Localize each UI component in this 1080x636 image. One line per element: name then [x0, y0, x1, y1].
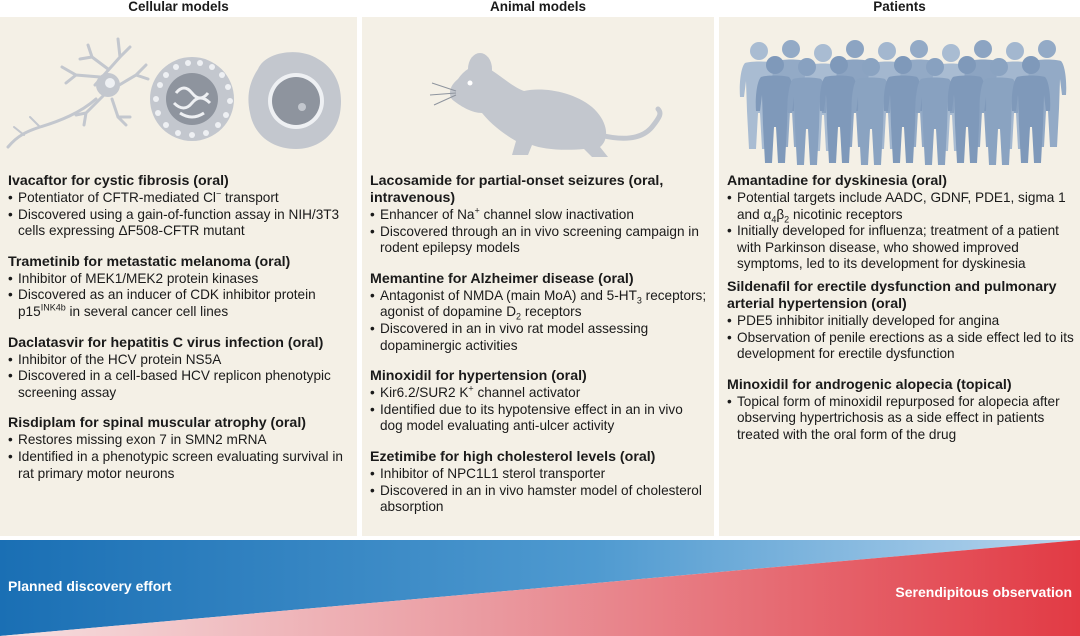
entry-title: Lacosamide for partial-onset seizures (o… [370, 173, 664, 206]
bullet: Discovered through an in vivo screening … [370, 224, 708, 257]
entry-title: Daclatasvir for hepatitis C virus infect… [8, 334, 324, 351]
entry-minoxidil-alopecia: Minoxidil for androgenic alopecia (topic… [727, 377, 1074, 444]
bullet: Inhibitor of NPC1L1 sterol transporter [370, 466, 708, 483]
planned-discovery-label: Planned discovery effort [8, 578, 172, 594]
header-patients: Patients [873, 0, 926, 14]
entry-lacosamide: Lacosamide for partial-onset seizures (o… [370, 173, 708, 257]
entry-title: Trametinib for metastatic melanoma (oral… [8, 253, 291, 270]
cellular-models-panel: Ivacaftor for cystic fibrosis (oral) Pot… [0, 17, 357, 536]
bullet: Inhibitor of the HCV protein NS5A [8, 352, 351, 369]
bullet: Antagonist of NMDA (main MoA) and 5-HT3 … [370, 288, 708, 322]
entry-sildenafil: Sildenafil for erectile dysfunction and … [727, 279, 1074, 363]
bullet: Identified due to its hypotensive effect… [370, 402, 708, 435]
bullet: PDE5 inhibitor initially developed for a… [727, 313, 1074, 330]
patients-entries: Amantadine for dyskinesia (oral) Potenti… [727, 173, 1074, 458]
bullet: Potential targets include AADC, GDNF, PD… [727, 190, 1074, 224]
entry-title: Ezetimibe for high cholesterol levels (o… [370, 448, 656, 465]
entry-daclatasvir: Daclatasvir for hepatitis C virus infect… [8, 335, 351, 402]
rat-illustration [429, 53, 663, 157]
neuron-icon [6, 37, 150, 149]
bullet: Enhancer of Na+ channel slow inactivatio… [370, 206, 708, 224]
bullet: Identified in a phenotypic screen evalua… [8, 449, 351, 482]
bullet: Potentiator of CFTR-mediated Cl− transpo… [8, 189, 351, 207]
bullet: Observation of penile erections as a sid… [727, 330, 1074, 363]
animal-entries: Lacosamide for partial-onset seizures (o… [370, 173, 708, 530]
bullet: Discovered in an in vivo rat model asses… [370, 321, 708, 354]
round-cell-icon [150, 57, 234, 141]
bullet: Initially developed for influenza; treat… [727, 223, 1074, 273]
entry-minoxidil-hypertension: Minoxidil for hypertension (oral) Kir6.2… [370, 368, 708, 435]
bullet: Discovered in an in vivo hamster model o… [370, 483, 708, 516]
entry-ezetimibe: Ezetimibe for high cholesterol levels (o… [370, 449, 708, 516]
rat-eye-icon [467, 80, 473, 86]
bullet: Inhibitor of MEK1/MEK2 protein kinases [8, 271, 351, 288]
discovery-gradient-band: Planned discovery effort Serendipitous o… [0, 540, 1080, 636]
bullet: Kir6.2/SUR2 K+ channel activator [370, 384, 708, 402]
patient-group-icon [739, 40, 1067, 165]
cellular-entries: Ivacaftor for cystic fibrosis (oral) Pot… [8, 173, 351, 496]
entry-title: Risdiplam for spinal muscular atrophy (o… [8, 415, 306, 432]
bullet: Discovered as an inducer of CDK inhibito… [8, 287, 351, 320]
entry-title: Minoxidil for androgenic alopecia (topic… [727, 376, 1012, 393]
entry-title: Minoxidil for hypertension (oral) [370, 368, 587, 385]
header-animal-models: Animal models [489, 0, 587, 14]
rat-icon [449, 53, 663, 157]
entry-trametinib: Trametinib for metastatic melanoma (oral… [8, 254, 351, 321]
gradient-shapes [0, 540, 1080, 636]
bullet: Discovered using a gain-of-function assa… [8, 207, 351, 240]
animal-models-panel: Lacosamide for partial-onset seizures (o… [362, 17, 714, 536]
bullet: Topical form of minoxidil repurposed for… [727, 394, 1074, 444]
cell-illustration [6, 37, 342, 149]
whiskers-icon [429, 82, 457, 106]
bullet: Restores missing exon 7 in SMN2 mRNA [8, 432, 351, 449]
header-cellular-models: Cellular models [128, 0, 229, 14]
serendipitous-observation-label: Serendipitous observation [895, 584, 1072, 600]
serendipity-shape [0, 540, 1080, 636]
entry-title: Ivacaftor for cystic fibrosis (oral) [8, 173, 229, 189]
entry-title: Sildenafil for erectile dysfunction and … [727, 278, 1057, 312]
bullet: Discovered in a cell-based HCV replicon … [8, 368, 351, 401]
entry-ivacaftor: Ivacaftor for cystic fibrosis (oral) Pot… [8, 173, 351, 240]
entry-amantadine: Amantadine for dyskinesia (oral) Potenti… [727, 173, 1074, 273]
entry-memantine: Memantine for Alzheimer disease (oral) A… [370, 271, 708, 354]
patients-illustration [739, 40, 1067, 165]
entry-title: Amantadine for dyskinesia (oral) [727, 173, 947, 189]
entry-title: Memantine for Alzheimer disease (oral) [370, 270, 634, 287]
irregular-cell-icon [248, 52, 342, 149]
patients-panel: Amantadine for dyskinesia (oral) Potenti… [719, 17, 1080, 536]
entry-risdiplam: Risdiplam for spinal muscular atrophy (o… [8, 415, 351, 482]
